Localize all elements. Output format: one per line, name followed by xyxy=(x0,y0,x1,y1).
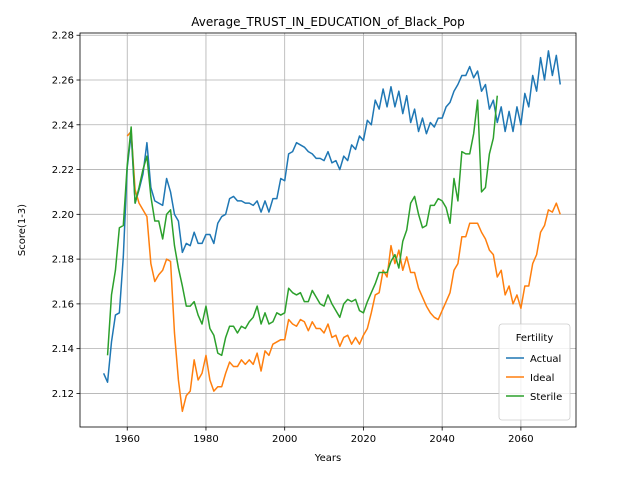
y-tick-label: 2.26 xyxy=(52,76,74,87)
series-line-actual xyxy=(102,50,561,383)
legend: Fertility Actual Ideal Sterile xyxy=(498,323,571,421)
x-tick-label: 2060 xyxy=(508,434,533,445)
y-tick-label: 2.24 xyxy=(52,120,74,131)
y-tick-label: 2.20 xyxy=(52,210,74,221)
chart-title: Average_TRUST_IN_EDUCATION_of_Black_Pop xyxy=(191,15,465,29)
legend-label-actual: Actual xyxy=(530,354,561,365)
series-lines xyxy=(102,50,561,413)
legend-title: Fertility xyxy=(516,333,554,344)
grid xyxy=(80,33,576,427)
series-line-sterile xyxy=(106,95,499,357)
x-tick-label: 2040 xyxy=(429,434,454,445)
y-tick-label: 2.28 xyxy=(52,31,74,42)
x-axis-ticks: 1960 1980 2000 2020 2040 2060 xyxy=(115,427,534,445)
plot-frame xyxy=(79,32,577,428)
y-tick-label: 2.18 xyxy=(52,255,74,266)
legend-label-sterile: Sterile xyxy=(530,392,562,403)
y-tick-label: 2.22 xyxy=(52,165,74,176)
x-tick-label: 1980 xyxy=(193,434,218,445)
y-tick-label: 2.12 xyxy=(52,389,74,400)
y-axis-ticks: 2.12 2.14 2.16 2.18 2.20 2.22 2.24 2.26 2.28 xyxy=(52,31,80,400)
x-tick-label: 2020 xyxy=(351,434,376,445)
legend-items: Actual Ideal Sterile xyxy=(506,354,562,403)
x-axis-label: Years xyxy=(314,453,341,464)
x-tick-label: 2000 xyxy=(272,434,297,445)
legend-label-ideal: Ideal xyxy=(530,373,554,384)
series-line-ideal xyxy=(126,130,561,413)
y-axis-label: Score(1-3) xyxy=(17,204,28,256)
y-tick-label: 2.16 xyxy=(52,299,74,310)
y-tick-label: 2.14 xyxy=(52,344,74,355)
x-tick-label: 1960 xyxy=(115,434,140,445)
